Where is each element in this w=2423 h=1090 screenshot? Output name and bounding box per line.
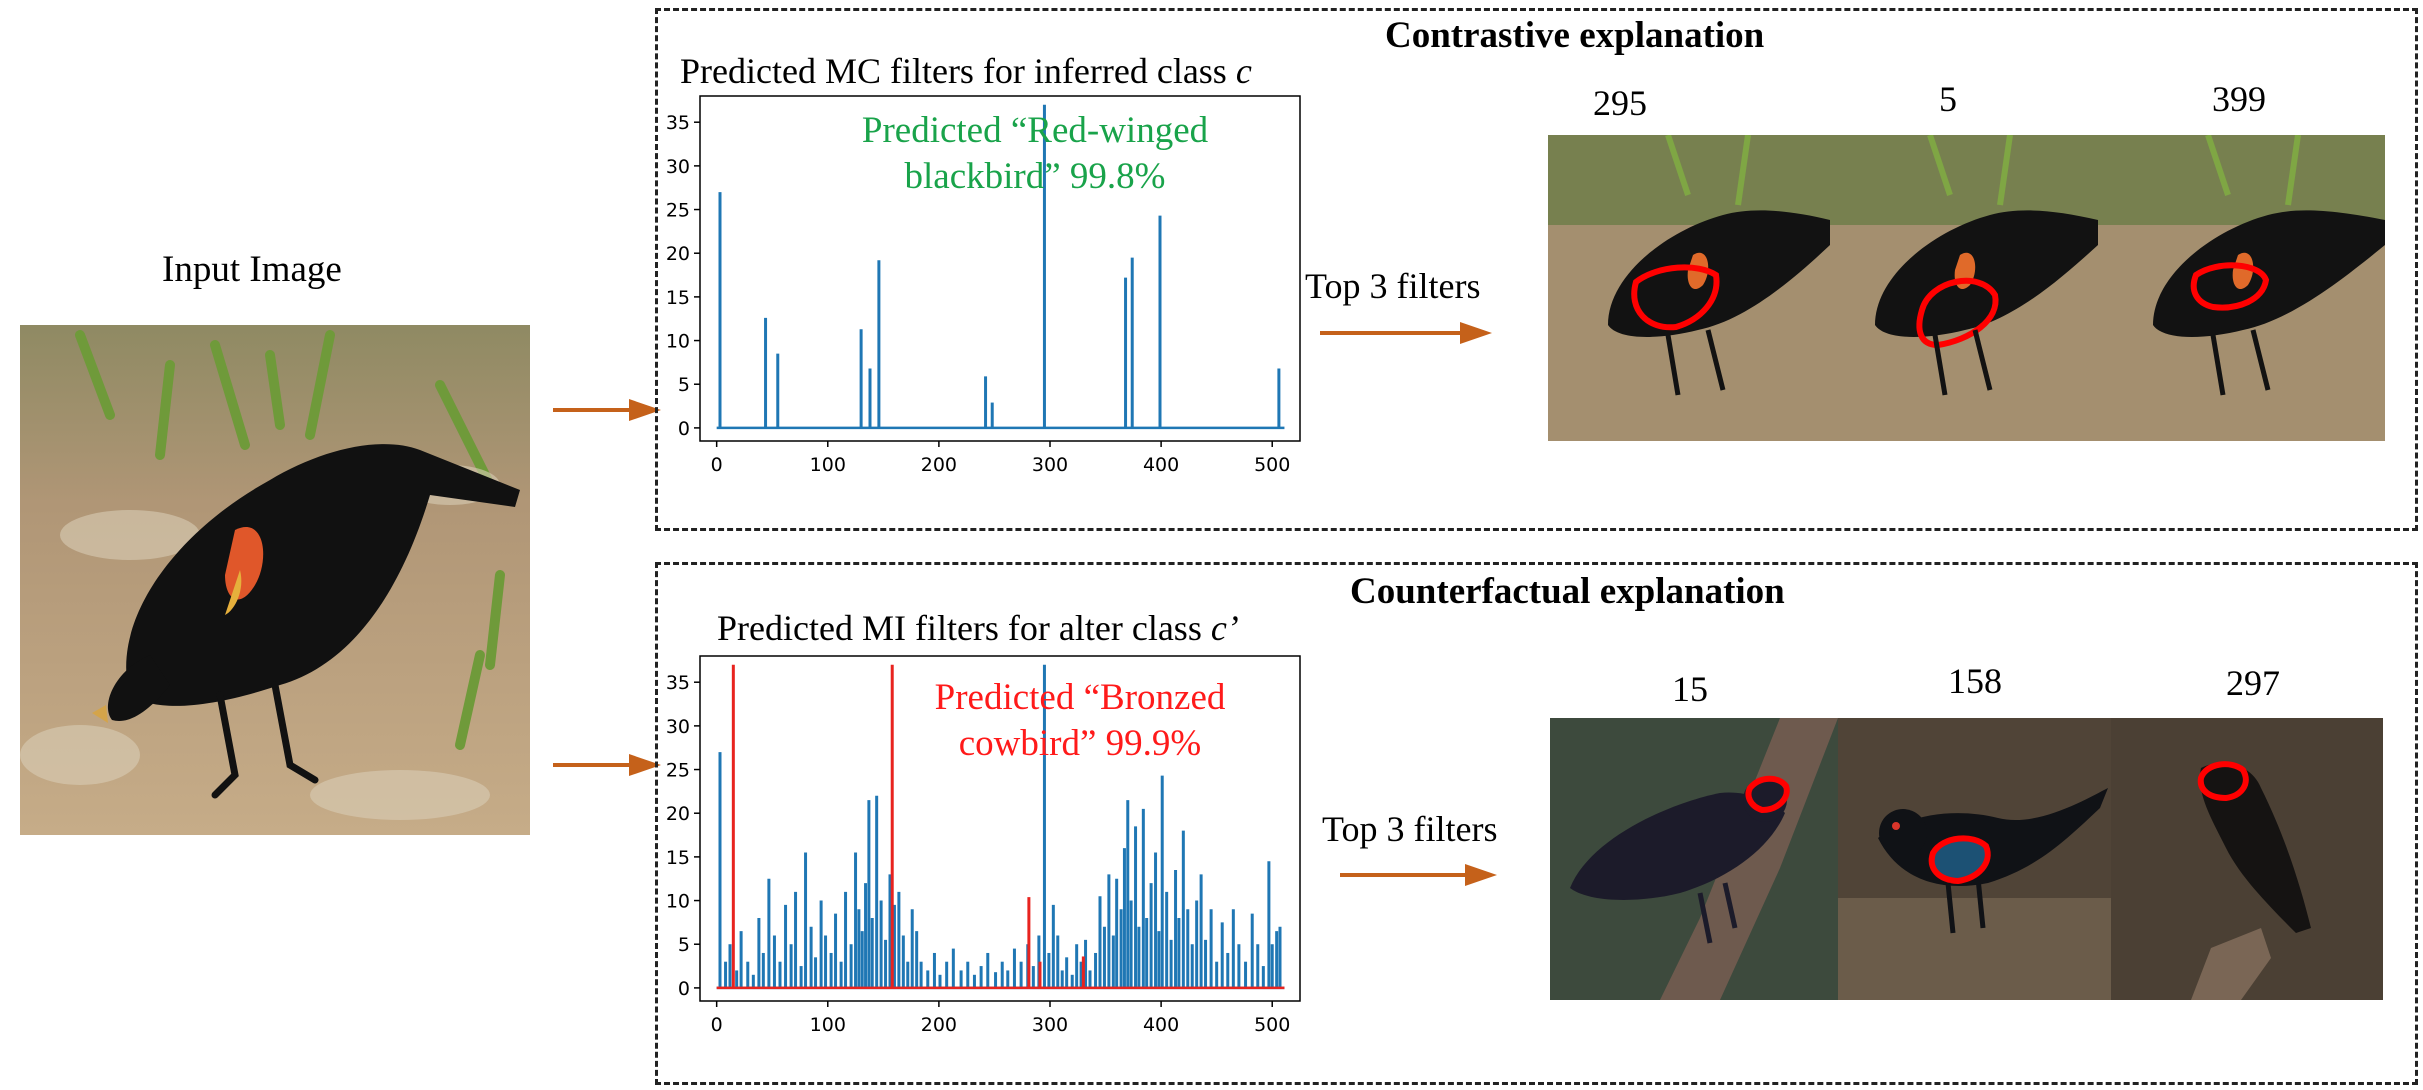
contrastive-title: Contrastive explanation — [1385, 15, 1765, 56]
counterfactual-prediction: Predicted “Bronzed cowbird” 99.9% — [905, 675, 1255, 767]
mi-ytick-label: 30 — [666, 716, 690, 738]
mc-ytick-label: 0 — [678, 418, 690, 440]
counterfactual-title: Counterfactual explanation — [1350, 571, 1785, 612]
counterfactual-prediction-line1: Predicted “Bronzed — [934, 677, 1226, 718]
contrastive-prediction-line1: Predicted “Red-winged — [861, 110, 1209, 151]
mi-xtick-label: 200 — [921, 1014, 957, 1036]
input-bird-photo — [20, 325, 530, 835]
contrastive-chart-heading: Predicted MC filters for inferred class … — [680, 50, 1252, 92]
mi-ytick-label: 15 — [666, 847, 690, 869]
mi-ytick-label: 10 — [666, 891, 690, 913]
counterfactual-filter-photo-2 — [1838, 718, 2111, 1000]
mc-ytick-label: 25 — [666, 200, 690, 222]
mi-xtick-label: 300 — [1032, 1014, 1068, 1036]
contrastive-panel — [655, 8, 2418, 531]
mc-ytick-label: 35 — [666, 112, 690, 134]
contrastive-filter-photo-1 — [1548, 135, 1830, 441]
contrastive-top3-label: Top 3 filters — [1305, 266, 1481, 306]
mc-ytick-label: 15 — [666, 287, 690, 309]
contrastive-filter-number-1: 295 — [1593, 83, 1647, 123]
mi-xtick-label: 0 — [711, 1014, 723, 1036]
mi-ytick-label: 35 — [666, 672, 690, 694]
counterfactual-panel — [655, 562, 2418, 1085]
contrastive-filter-number-2: 5 — [1939, 79, 1957, 119]
contrastive-chart-heading-text: Predicted MC filters for inferred class — [680, 51, 1227, 91]
contrastive-filter-number-3: 399 — [2212, 79, 2266, 119]
counterfactual-filter-photo-1 — [1550, 718, 1838, 1000]
contrastive-class-symbol: c — [1235, 51, 1252, 91]
contrastive-top3-arrow — [1320, 322, 1492, 344]
counterfactual-chart-heading: Predicted MI filters for alter class c’ — [717, 607, 1239, 649]
arrow-to-counterfactual — [553, 754, 661, 776]
mc-xtick-label: 100 — [810, 454, 846, 476]
counterfactual-filter-chart: 0 5 10 15 20 25 30 35 0 100 200 300 400 500 — [666, 655, 1301, 1036]
mi-ytick-label: 20 — [666, 803, 690, 825]
mc-xtick-label: 300 — [1032, 454, 1068, 476]
counterfactual-chart-heading-text: Predicted MI filters for alter class — [717, 608, 1202, 648]
counterfactual-prediction-line2: cowbird” 99.9% — [958, 723, 1202, 764]
mi-plot-frame — [699, 655, 1301, 1002]
mi-ytick-label: 25 — [666, 760, 690, 782]
mi-ytick-label: 5 — [678, 934, 690, 956]
mc-xtick-label: 200 — [921, 454, 957, 476]
mi-xtick-label: 100 — [810, 1014, 846, 1036]
contrastive-prediction: Predicted “Red-winged blackbird” 99.8% — [840, 108, 1230, 200]
contrastive-prediction-line2: blackbird” 99.8% — [904, 156, 1166, 197]
contrastive-filter-chart: 0 5 10 15 20 25 30 35 0 100 200 300 400 500 — [666, 95, 1301, 476]
mc-xtick-label: 0 — [711, 454, 723, 476]
contrastive-filter-photo-3 — [2098, 135, 2385, 441]
mc-ytick-label: 30 — [666, 156, 690, 178]
counterfactual-filter-number-2: 158 — [1948, 661, 2002, 701]
mi-ytick-label: 0 — [678, 978, 690, 1000]
counterfactual-class-symbol: c’ — [1210, 608, 1239, 648]
mi-xtick-label: 500 — [1254, 1014, 1290, 1036]
mc-xtick-label: 500 — [1254, 454, 1290, 476]
mc-ytick-label: 5 — [678, 374, 690, 396]
counterfactual-top3-arrow — [1340, 864, 1497, 886]
counterfactual-filter-photo-3 — [2111, 718, 2383, 1000]
mc-ytick-label: 20 — [666, 243, 690, 265]
counterfactual-top3-label: Top 3 filters — [1322, 809, 1498, 849]
mc-xtick-label: 400 — [1143, 454, 1179, 476]
counterfactual-filter-number-3: 297 — [2226, 663, 2280, 703]
mc-plot-frame — [699, 95, 1301, 442]
arrow-to-contrastive — [553, 399, 661, 421]
contrastive-filter-photo-2 — [1830, 135, 2098, 441]
input-image-label: Input Image — [162, 249, 342, 290]
counterfactual-filter-number-1: 15 — [1672, 669, 1708, 709]
mc-ytick-label: 10 — [666, 331, 690, 353]
mi-xtick-label: 400 — [1143, 1014, 1179, 1036]
